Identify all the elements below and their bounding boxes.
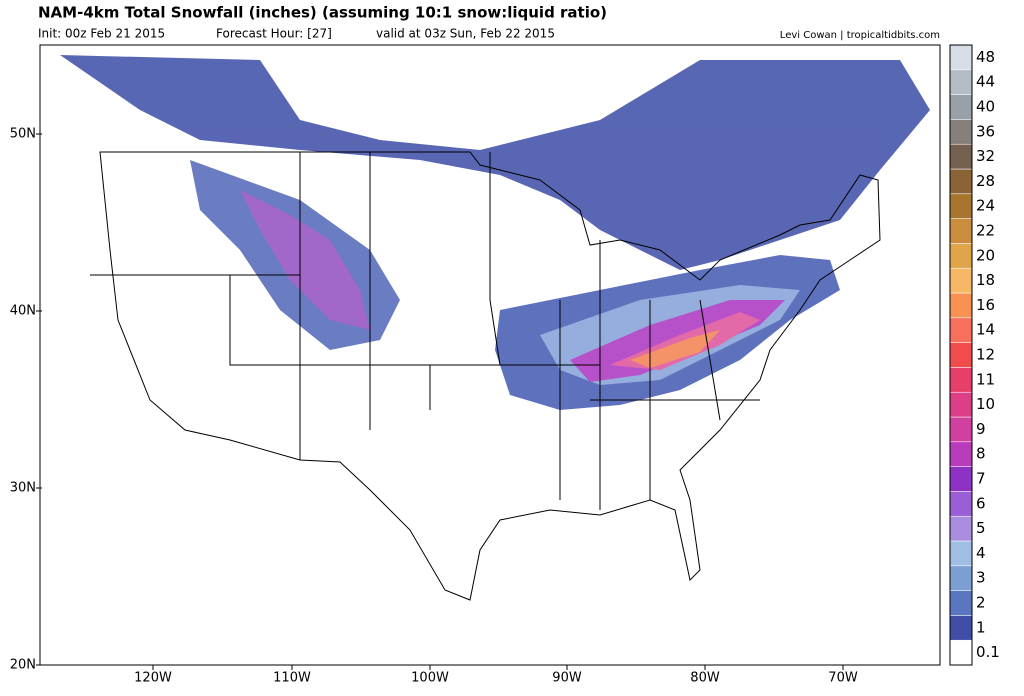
- init-time: Init: 00z Feb 21 2015: [38, 27, 165, 41]
- colorbar-segment: [949, 317, 973, 343]
- colorbar-label: 11: [976, 370, 995, 388]
- colorbar-segment: [949, 143, 973, 170]
- colorbar-label: 10: [976, 395, 995, 413]
- colorbar-label: 40: [976, 98, 995, 116]
- colorbar-segment: [949, 367, 973, 393]
- colorbar-label: 9: [976, 420, 986, 438]
- lon-labels: 120W 110W 100W 90W 80W 70W: [134, 665, 858, 686]
- lat-label: 50N: [10, 127, 36, 142]
- colorbar-segment: [949, 168, 973, 195]
- us-outline: [99, 151, 881, 601]
- colorbar-segment: [949, 218, 973, 244]
- colorbar-segment: [949, 342, 973, 368]
- colorbar-segment: [949, 119, 973, 145]
- lat-label: 40N: [10, 304, 36, 319]
- colorbar-segment: [949, 69, 973, 95]
- colorbar-label: 3: [976, 569, 986, 587]
- colorbar-segment: [949, 243, 973, 269]
- colorbar-label: 6: [976, 494, 986, 512]
- colorbar-segment: [949, 391, 973, 418]
- colorbar-label: 12: [976, 346, 995, 364]
- colorbar-label: 5: [976, 519, 986, 537]
- colorbar-segment: [949, 590, 973, 616]
- lon-label: 70W: [828, 671, 858, 686]
- lat-label: 20N: [10, 658, 36, 673]
- colorbar-segment: [949, 44, 973, 71]
- colorbar-label: 36: [976, 122, 995, 140]
- valid-time: valid at 03z Sun, Feb 22 2015: [376, 27, 555, 41]
- colorbar-label: 14: [976, 321, 995, 339]
- colorbar-segment: [949, 94, 973, 120]
- title: NAM-4km Total Snowfall (inches) (assumin…: [38, 4, 607, 22]
- colorbar-label: 4: [976, 544, 986, 562]
- colorbar-segment: [949, 540, 973, 567]
- lon-label: 110W: [273, 671, 311, 686]
- colorbar-label: 0.1: [976, 643, 1000, 661]
- colorbar-label: 7: [976, 470, 986, 488]
- state-borders: [90, 152, 760, 510]
- colorbar-segment: [949, 416, 973, 443]
- colorbar-label: 32: [976, 147, 995, 165]
- colorbar-label: 28: [976, 172, 995, 190]
- colorbar-label: 48: [976, 48, 995, 66]
- colorbar-segment: [949, 193, 973, 219]
- lon-label: 80W: [690, 671, 720, 686]
- colorbar-segment: [949, 639, 973, 666]
- colorbar-segment: [949, 267, 973, 294]
- colorbar-label: 44: [976, 73, 995, 91]
- lon-label: 90W: [552, 671, 582, 686]
- colorbar-label: 1: [976, 618, 986, 636]
- lon-label: 120W: [134, 671, 172, 686]
- colorbar-segment: [949, 292, 973, 319]
- forecast-hour: Forecast Hour: [27]: [216, 27, 332, 41]
- lat-labels: 50N 40N 30N 20N: [10, 127, 42, 673]
- colorbar-segment: [949, 615, 973, 641]
- colorbar-label: 16: [976, 296, 995, 314]
- colorbar-segment: [949, 491, 973, 517]
- colorbar-segment: [949, 466, 973, 492]
- colorbar-label: 24: [976, 197, 995, 215]
- colorbar-label: 22: [976, 222, 995, 240]
- colorbar-label: 2: [976, 594, 986, 612]
- lat-label: 30N: [10, 481, 36, 496]
- credit: Levi Cowan | tropicaltidbits.com: [780, 30, 940, 41]
- lon-label: 100W: [411, 671, 449, 686]
- colorbar-label: 18: [976, 271, 995, 289]
- colorbar-label: 20: [976, 246, 995, 264]
- colorbar-segment: [949, 515, 973, 542]
- colorbar: 0.11234567891011121416182022242832364044…: [949, 44, 1000, 666]
- snowfall-field: [60, 55, 930, 410]
- colorbar-segment: [949, 441, 973, 467]
- colorbar-frame: [949, 44, 973, 666]
- map: [39, 44, 941, 666]
- colorbar-label: 8: [976, 445, 986, 463]
- colorbar-segment: [949, 565, 973, 591]
